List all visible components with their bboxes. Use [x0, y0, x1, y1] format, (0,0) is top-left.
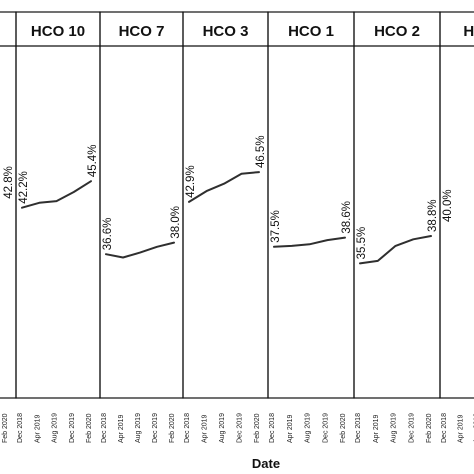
panel-5-x-tick-4: Feb 2020 [426, 413, 433, 443]
panel-5-x-tick-2: Aug 2019 [391, 413, 398, 443]
panel-3-start-label: 42.9% [185, 165, 197, 198]
panel-4-x-tick-2: Aug 2019 [305, 413, 312, 443]
panel-3-x-tick-0: Dec 2018 [184, 413, 191, 443]
panel-0-x-tick-0: Feb 2020 [2, 413, 9, 443]
panel-4-start-label: 37.5% [270, 210, 282, 243]
panel-2-series-line [105, 241, 175, 259]
panel-3-series-line [188, 171, 260, 203]
panel-3-x-tick-3: Dec 2019 [237, 413, 244, 443]
panel-2-x-tick-3: Dec 2019 [152, 413, 159, 443]
panel-1-series-line [21, 180, 92, 209]
panel-1-x-tick-0: Dec 2018 [17, 413, 24, 443]
panel-5-title: HCO 2 [374, 23, 420, 40]
panel-4-title: HCO 1 [288, 23, 334, 40]
panel-6-x-tick-1: Apr 2019 [457, 414, 464, 443]
panel-2-x-tick-4: Feb 2020 [169, 413, 176, 443]
panel-2-title: HCO 7 [119, 23, 165, 40]
panel-1-title: HCO 10 [31, 23, 85, 40]
panel-3-frame [182, 11, 269, 399]
panel-1-x-tick-1: Apr 2019 [34, 414, 41, 443]
panel-4-end-label: 38.6% [341, 201, 353, 234]
panel-5-x-tick-3: Dec 2019 [408, 413, 415, 443]
panel-2-end-label: 38.0% [170, 206, 182, 239]
panel-3-end-label: 46.5% [255, 135, 267, 168]
panel-1-end-label: 45.4% [87, 145, 99, 178]
panel-6-title: HCO [463, 23, 474, 40]
panel-2-x-tick-0: Dec 2018 [101, 413, 108, 443]
panel-2-frame [99, 11, 184, 399]
panel-4-x-tick-0: Dec 2018 [269, 413, 276, 443]
panel-0-end-label: 42.8% [3, 166, 15, 199]
panel-5-series-line [359, 235, 432, 265]
panel-1-x-tick-3: Dec 2019 [69, 413, 76, 443]
panel-1-x-tick-4: Feb 2020 [86, 413, 93, 443]
panel-3-x-tick-1: Apr 2019 [202, 414, 209, 443]
panel-3-x-tick-4: Feb 2020 [254, 413, 261, 443]
panel-2-start-label: 36.6% [102, 218, 114, 251]
panel-6-x-tick-0: Dec 2018 [441, 413, 448, 443]
panel-0-frame [0, 11, 17, 399]
panel-4-x-tick-1: Apr 2019 [287, 414, 294, 443]
panel-5-end-label: 38.8% [427, 199, 439, 232]
panel-1-start-label: 42.2% [18, 171, 30, 204]
panel-2-x-tick-2: Aug 2019 [135, 413, 142, 443]
panel-3-title: HCO 3 [203, 23, 249, 40]
x-axis-title: Date [252, 456, 280, 471]
panel-6-start-label: 40.0% [442, 189, 454, 222]
panel-1-x-tick-2: Aug 2019 [52, 413, 59, 443]
panel-5-x-tick-0: Dec 2018 [355, 413, 362, 443]
panel-4-x-tick-4: Feb 2020 [340, 413, 347, 443]
panel-4-x-tick-3: Dec 2019 [322, 413, 329, 443]
panel-6-frame [439, 11, 474, 399]
panel-5-start-label: 35.5% [356, 227, 368, 260]
panel-4-series-line [273, 236, 346, 248]
panel-2-x-tick-1: Apr 2019 [118, 414, 125, 443]
panel-3-x-tick-2: Aug 2019 [219, 413, 226, 443]
panel-5-x-tick-1: Apr 2019 [373, 414, 380, 443]
